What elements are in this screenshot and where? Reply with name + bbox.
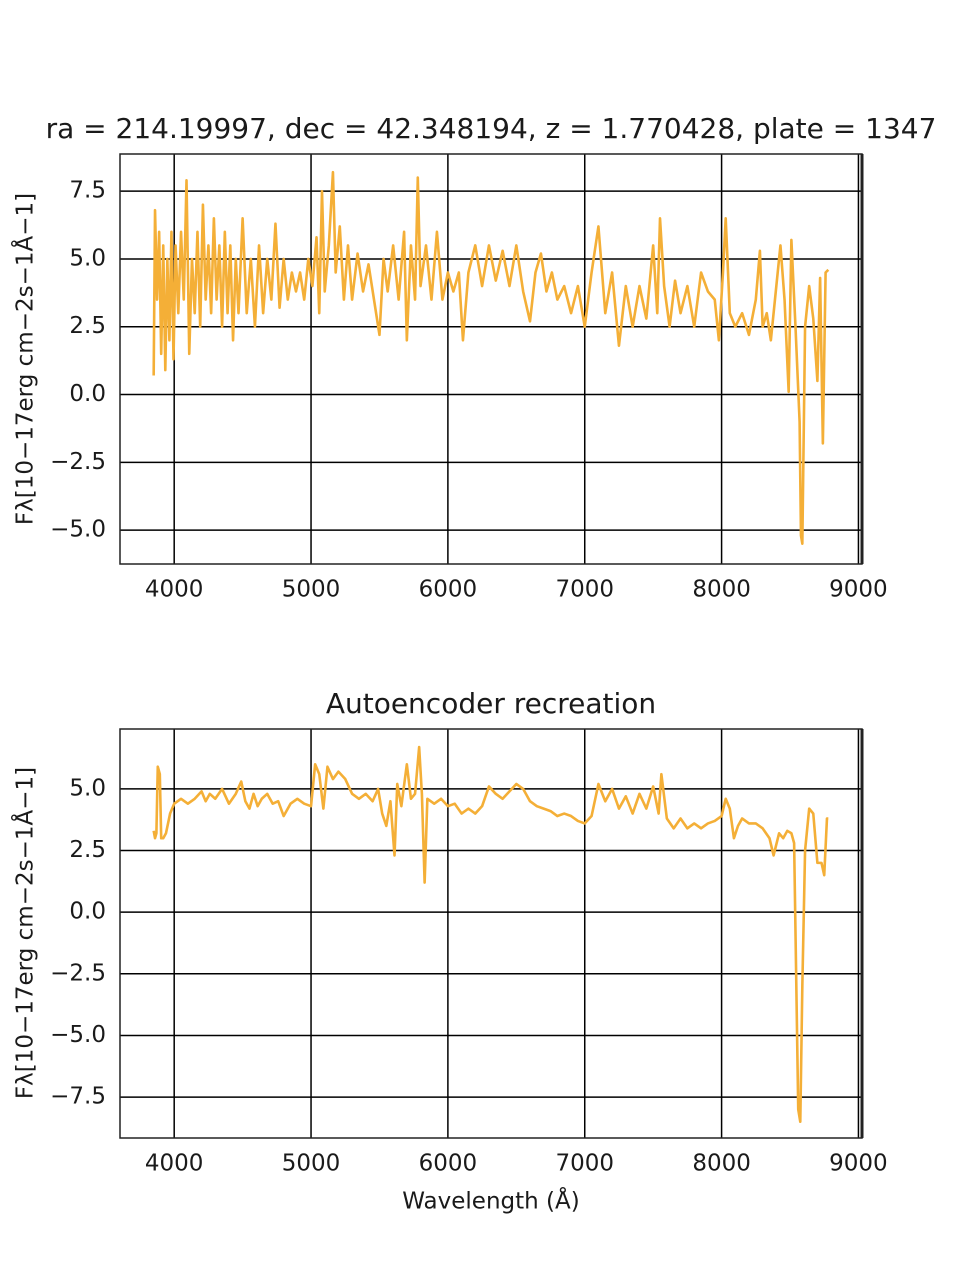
- x-tick-label: 9000: [829, 1151, 888, 1177]
- x-tick-label: 6000: [419, 1151, 478, 1177]
- x-tick-label: 6000: [419, 577, 478, 603]
- y-tick-label: 7.5: [69, 178, 106, 204]
- y-tick-label: 2.5: [69, 313, 106, 339]
- y-tick-label: 5.0: [69, 775, 106, 801]
- chart-title: ra = 214.19997, dec = 42.348194, z = 1.7…: [46, 112, 937, 145]
- x-tick-label: 5000: [282, 577, 341, 603]
- spectrum-line: [152, 745, 829, 1124]
- y-tick-label: −5.0: [50, 517, 106, 543]
- y-tick-label: 5.0: [69, 245, 106, 271]
- y-tick-label: −7.5: [50, 1084, 106, 1110]
- x-tick-label: 8000: [692, 577, 751, 603]
- chart-title: Autoencoder recreation: [326, 687, 656, 720]
- y-tick-label: 2.5: [69, 837, 106, 863]
- x-tick-label: 7000: [555, 577, 614, 603]
- x-axis-label: Wavelength (Å): [402, 1187, 579, 1215]
- y-tick-label: −2.5: [50, 960, 106, 986]
- x-tick-label: 7000: [555, 1151, 614, 1177]
- x-tick-label: 5000: [282, 1151, 341, 1177]
- y-tick-label: −5.0: [50, 1022, 106, 1048]
- y-axis-label: Fλ[10−17erg cm−2s−1Å−1]: [11, 767, 39, 1099]
- y-tick-label: 0.0: [69, 899, 106, 925]
- x-tick-label: 9000: [829, 577, 888, 603]
- spectrum-line: [152, 170, 830, 545]
- x-tick-label: 8000: [692, 1151, 751, 1177]
- y-tick-label: −2.5: [50, 449, 106, 475]
- axes-frame: [119, 153, 863, 565]
- y-axis-label: Fλ[10−17erg cm−2s−1Å−1]: [11, 193, 39, 525]
- x-tick-label: 4000: [145, 577, 204, 603]
- x-tick-label: 4000: [145, 1151, 204, 1177]
- y-tick-label: 0.0: [69, 381, 106, 407]
